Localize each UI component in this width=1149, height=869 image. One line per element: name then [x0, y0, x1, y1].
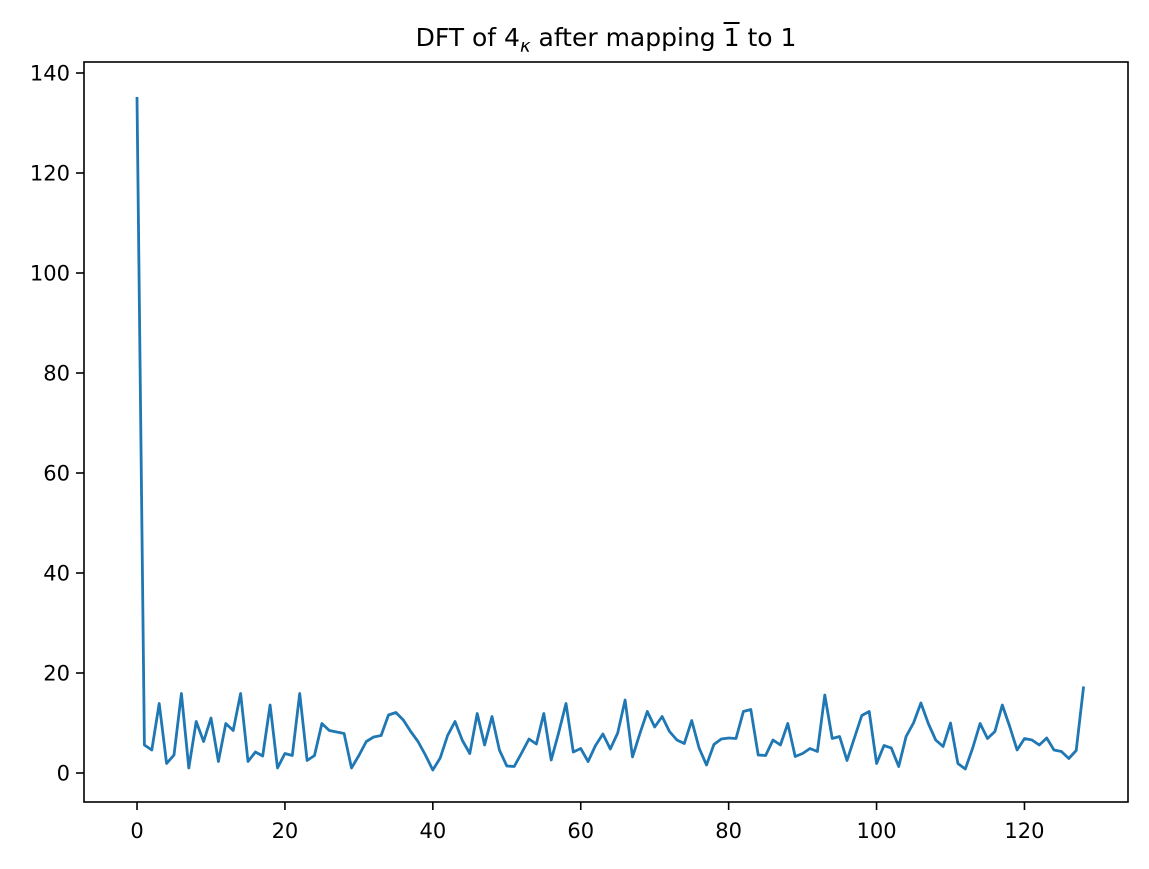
y-tick-label: 80	[43, 362, 70, 386]
y-tick-label: 140	[30, 62, 70, 86]
x-tick-label: 60	[567, 819, 594, 843]
x-tick-label: 100	[857, 819, 897, 843]
title-text-suffix: to 1	[739, 23, 797, 52]
chart-title: DFT of 4κ after mapping 1 to 1	[415, 22, 797, 57]
x-tick-label: 80	[715, 819, 742, 843]
x-tick-label: 120	[1004, 819, 1044, 843]
x-tick-label: 20	[272, 819, 299, 843]
x-tick-label: 0	[130, 819, 143, 843]
y-tick-label: 120	[30, 162, 70, 186]
axes-spines	[83, 61, 1129, 803]
y-tick-label: 20	[43, 662, 70, 686]
x-tick-label: 40	[419, 819, 446, 843]
y-tick-label: 40	[43, 562, 70, 586]
title-text-middle: after mapping	[530, 23, 724, 52]
title-text-prefix: DFT of 4	[415, 23, 520, 52]
title-kappa-subscript: κ	[519, 36, 531, 57]
title-one-overbar: 1	[723, 22, 740, 52]
y-tick-label: 60	[43, 462, 70, 486]
y-tick-label: 0	[57, 762, 70, 786]
dft-magnitude-line	[135, 96, 1085, 772]
y-tick-label: 100	[30, 262, 70, 286]
